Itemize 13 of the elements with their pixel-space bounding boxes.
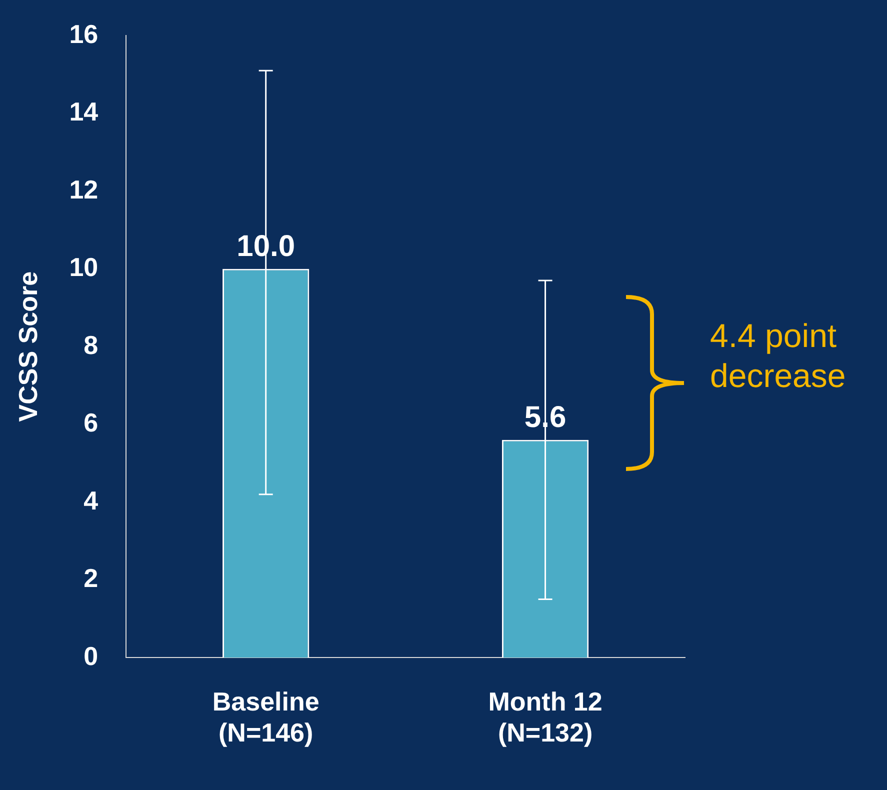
y-tick-label: 14	[69, 96, 99, 127]
x-tick-label: Month 12 (N=132)	[488, 686, 602, 748]
y-tick-label: 6	[84, 408, 98, 438]
text: 4.4 point decrease	[710, 316, 847, 396]
y-tick-label: 10	[69, 252, 98, 282]
y-tick-label: 0	[84, 640, 98, 671]
y-tick-label: 12	[69, 174, 98, 204]
x-tick-label: Baseline (N=146)	[212, 686, 320, 748]
y-tick-label: 2	[84, 563, 98, 594]
y-tick-label: 16	[69, 18, 98, 49]
y-tick-label: 8	[84, 330, 98, 360]
y-tick-label: 4	[84, 485, 99, 516]
y-axis-title: VCSS Score	[12, 271, 43, 422]
